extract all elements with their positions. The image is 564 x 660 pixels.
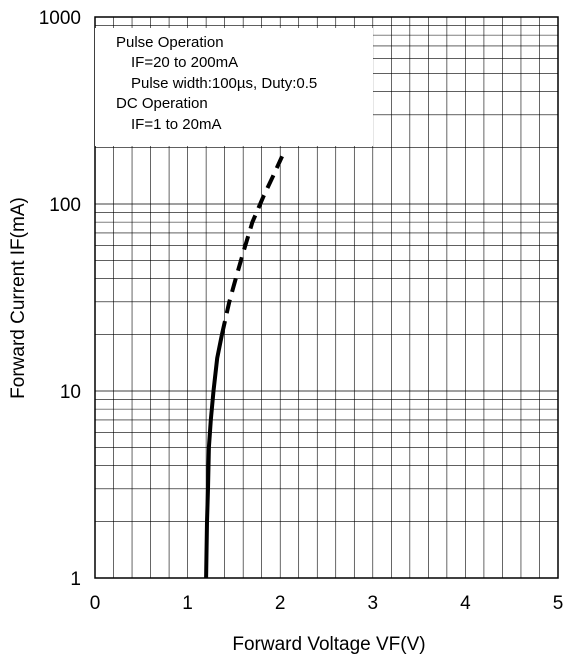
y-axis-label: Forward Current IF(mA) bbox=[8, 197, 29, 399]
legend-box bbox=[95, 28, 373, 146]
y-tick-label: 1000 bbox=[39, 8, 81, 29]
legend: Pulse Operation IF=20 to 200mA Pulse wid… bbox=[95, 28, 373, 146]
legend-entry: IF=1 to 20mA bbox=[131, 116, 221, 133]
x-tick-label: 0 bbox=[90, 593, 101, 614]
series-dc-line bbox=[204, 334, 224, 579]
x-tick-label: 4 bbox=[460, 593, 471, 614]
x-tick-label: 3 bbox=[368, 593, 379, 614]
x-tick-label: 2 bbox=[275, 593, 286, 614]
legend-entry: Pulse Operation bbox=[116, 34, 224, 51]
legend-entry: DC Operation bbox=[116, 95, 208, 112]
x-tick-label: 1 bbox=[182, 593, 193, 614]
y-tick-label: 1 bbox=[70, 569, 81, 590]
y-tick-label: 100 bbox=[49, 195, 81, 216]
legend-entry: Pulse width:100µs, Duty:0.5 bbox=[131, 75, 317, 92]
x-tick-labels: 0 1 2 3 4 5 bbox=[90, 593, 564, 614]
x-tick-label: 5 bbox=[553, 593, 564, 614]
series-pulse-line bbox=[219, 155, 284, 336]
x-axis-label: Forward Voltage VF(V) bbox=[232, 634, 425, 655]
y-tick-labels: 1 10 100 1000 bbox=[39, 8, 81, 590]
series-group bbox=[204, 155, 284, 579]
y-tick-label: 10 bbox=[60, 382, 81, 403]
plot-frame bbox=[94, 16, 559, 579]
legend-entry: IF=20 to 200mA bbox=[131, 54, 238, 71]
